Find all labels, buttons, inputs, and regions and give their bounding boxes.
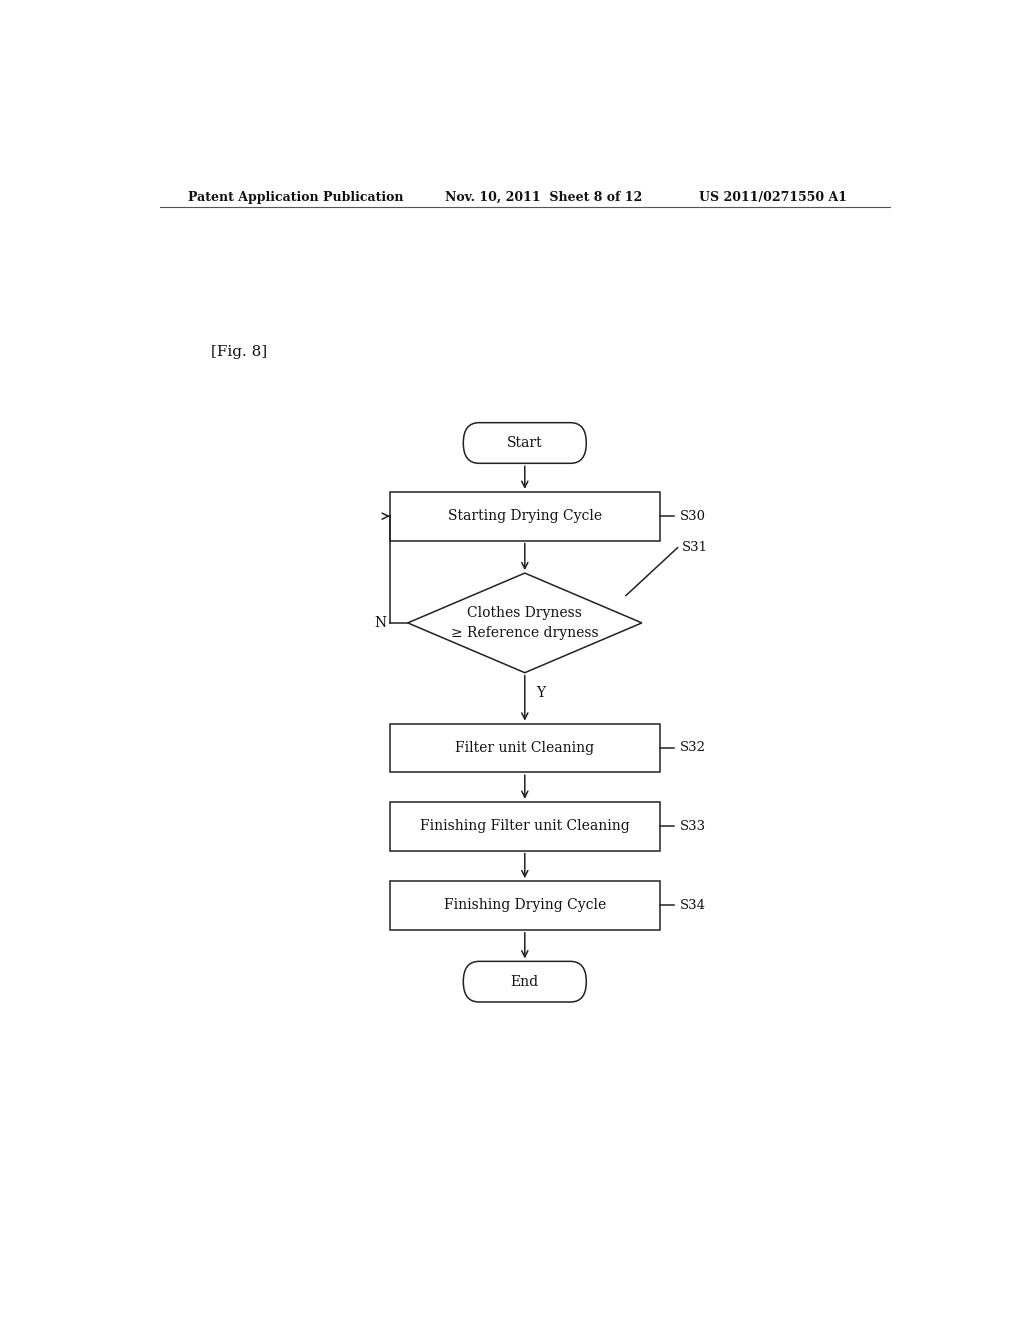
- Text: Start: Start: [507, 436, 543, 450]
- Bar: [390, 723, 659, 772]
- FancyBboxPatch shape: [463, 961, 587, 1002]
- Text: S31: S31: [682, 541, 708, 554]
- Text: Finishing Drying Cycle: Finishing Drying Cycle: [443, 899, 606, 912]
- Text: S30: S30: [680, 510, 706, 523]
- Text: Y: Y: [537, 686, 545, 700]
- Text: S33: S33: [680, 820, 706, 833]
- Bar: [390, 801, 659, 850]
- Text: US 2011/0271550 A1: US 2011/0271550 A1: [699, 190, 848, 203]
- Text: S32: S32: [680, 742, 706, 755]
- Text: Nov. 10, 2011  Sheet 8 of 12: Nov. 10, 2011 Sheet 8 of 12: [445, 190, 643, 203]
- Text: S34: S34: [680, 899, 706, 912]
- Text: [Fig. 8]: [Fig. 8]: [211, 345, 267, 359]
- FancyBboxPatch shape: [463, 422, 587, 463]
- Text: Starting Drying Cycle: Starting Drying Cycle: [447, 510, 602, 523]
- Text: N: N: [374, 616, 386, 630]
- Text: End: End: [511, 974, 539, 989]
- Text: Clothes Dryness
≥ Reference dryness: Clothes Dryness ≥ Reference dryness: [451, 606, 599, 640]
- Bar: [390, 880, 659, 929]
- Text: Filter unit Cleaning: Filter unit Cleaning: [456, 741, 594, 755]
- Bar: [390, 492, 659, 541]
- Text: Finishing Filter unit Cleaning: Finishing Filter unit Cleaning: [420, 820, 630, 833]
- Polygon shape: [408, 573, 642, 673]
- Text: Patent Application Publication: Patent Application Publication: [187, 190, 403, 203]
